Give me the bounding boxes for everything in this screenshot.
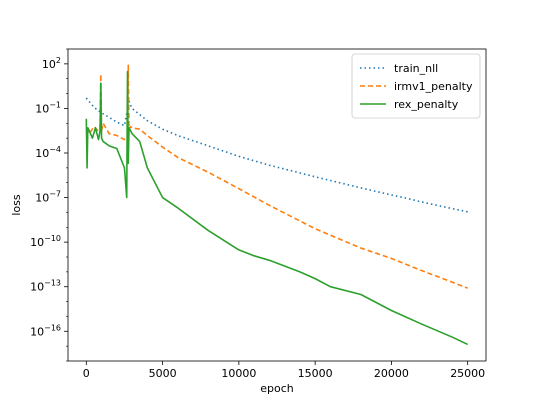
- series-line-rex-penalty: [85, 70, 469, 346]
- x-tick-label: 0: [83, 367, 90, 380]
- y-tick-label: 10−13: [30, 279, 61, 294]
- legend-label-train-nll: train_nll: [394, 62, 438, 75]
- x-axis-label: epoch: [260, 382, 294, 395]
- x-axis-ticks: 0 5000 10000 15000 20000 25000: [83, 361, 485, 380]
- x-tick-label: 15000: [298, 367, 333, 380]
- y-tick-label: 10−10: [30, 234, 61, 249]
- y-axis-label: loss: [10, 194, 23, 216]
- legend-label-rex-penalty: rex_penalty: [394, 98, 459, 111]
- y-tick-label: 102: [42, 56, 61, 71]
- legend: train_nll irmv1_penalty rex_penalty: [351, 53, 481, 119]
- plot-frame: [67, 48, 487, 362]
- x-tick-label: 5000: [149, 367, 177, 380]
- y-tick-label: 10−16: [30, 323, 61, 338]
- series-line-train-nll: [85, 97, 468, 213]
- y-axis-ticks: 102 10−1 10−4 10−7 10−10 10−13 10−16: [30, 48, 68, 362]
- legend-box: [351, 53, 481, 119]
- x-tick-label: 20000: [374, 367, 409, 380]
- x-tick-label: 25000: [450, 367, 485, 380]
- legend-label-irmv1-penalty: irmv1_penalty: [394, 80, 473, 93]
- x-tick-label: 10000: [221, 367, 256, 380]
- y-tick-label: 10−7: [35, 190, 61, 205]
- y-tick-label: 10−1: [35, 100, 61, 115]
- y-tick-label: 10−4: [35, 145, 61, 160]
- series-layer: [85, 64, 469, 346]
